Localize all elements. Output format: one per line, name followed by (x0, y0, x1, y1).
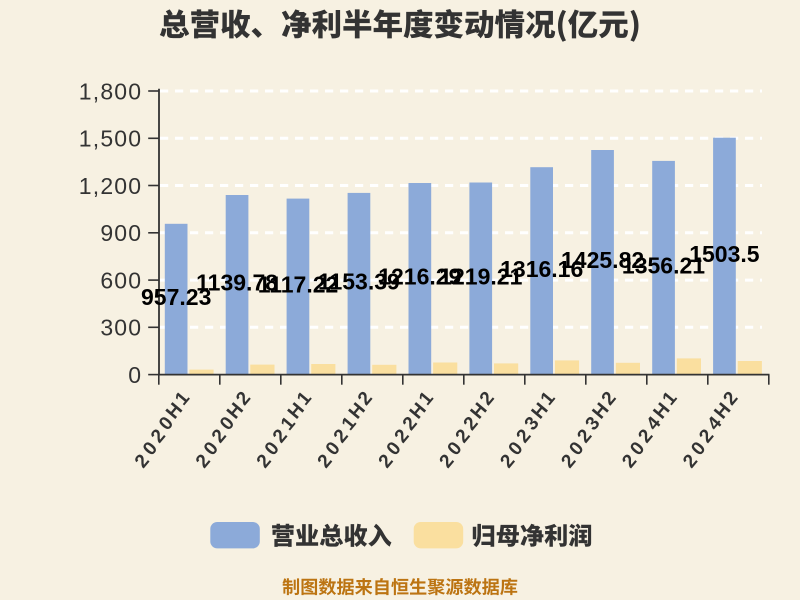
svg-text:1216.29: 1216.29 (378, 264, 461, 290)
svg-text:0: 0 (128, 362, 142, 388)
svg-text:1,800: 1,800 (79, 78, 143, 104)
svg-text:1139.78: 1139.78 (196, 270, 278, 296)
svg-text:1,200: 1,200 (79, 173, 143, 199)
svg-text:1219.21: 1219.21 (439, 264, 522, 290)
svg-text:300: 300 (100, 315, 142, 341)
svg-text:900: 900 (100, 220, 142, 246)
svg-text:1316.16: 1316.16 (500, 256, 583, 282)
svg-text:1153.39: 1153.39 (318, 269, 400, 295)
svg-text:1425.82: 1425.82 (561, 247, 644, 273)
svg-text:957.23: 957.23 (141, 284, 211, 310)
svg-text:1117.22: 1117.22 (258, 272, 339, 298)
svg-text:600: 600 (100, 267, 142, 293)
svg-text:1,500: 1,500 (79, 126, 143, 152)
svg-text:1356.21: 1356.21 (622, 253, 705, 279)
svg-text:1503.5: 1503.5 (689, 241, 760, 267)
